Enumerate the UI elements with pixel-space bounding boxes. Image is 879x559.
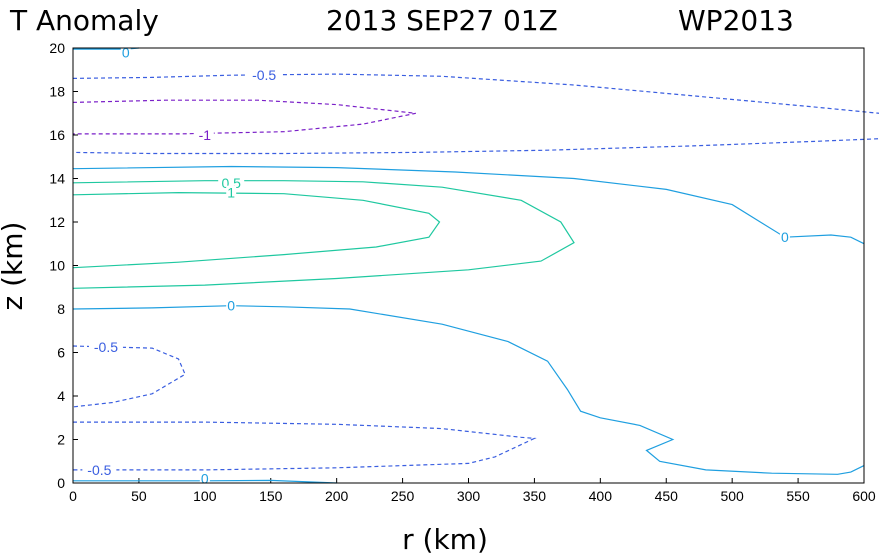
contour-lines	[72, 47, 879, 484]
x-tick-label: 600	[852, 488, 876, 504]
x-tick-label: 300	[457, 488, 481, 504]
contour-line	[72, 305, 865, 475]
y-tick-label: 18	[49, 84, 65, 100]
x-axis-ticks: 0 50 100 150 200 250 300 350 400 450 500 550 600	[69, 478, 876, 504]
contour-label-bg	[226, 185, 237, 200]
x-tick-label: 400	[589, 488, 613, 504]
y-tick-label: 10	[49, 258, 65, 274]
y-tick-label: 20	[49, 40, 65, 56]
x-tick-label: 150	[259, 488, 283, 504]
chart-date: 2013 SEP27 01Z	[326, 4, 558, 37]
contour-label-bg	[218, 175, 245, 190]
contour-line	[73, 479, 337, 484]
x-tick-label: 250	[391, 488, 415, 504]
contour-label: 0	[201, 471, 209, 487]
chart-storm-id: WP2013	[678, 4, 794, 37]
y-tick-label: 0	[57, 475, 65, 491]
y-tick-label: 12	[49, 214, 65, 230]
y-tick-label: 6	[57, 345, 65, 361]
contour-label: 0	[781, 229, 789, 245]
contour-label-bg	[226, 298, 237, 313]
contour-label-bg	[82, 462, 117, 477]
contour-label-bg	[195, 128, 214, 142]
contour-line	[73, 421, 537, 471]
x-tick-label: 350	[523, 488, 547, 504]
contour-label-bg	[779, 230, 790, 245]
x-tick-label: 0	[69, 488, 77, 504]
contour-line	[72, 73, 879, 155]
contour-line	[72, 191, 441, 269]
y-axis-ticks: 0 2 4 6 8 10 12 14 16 18 20	[49, 40, 78, 491]
contour-label-bg	[199, 471, 210, 486]
y-tick-label: 2	[57, 432, 65, 448]
contour-line	[72, 165, 865, 245]
contour-label: 1	[227, 185, 235, 201]
y-tick-label: 14	[49, 171, 65, 187]
contour-label-bg	[120, 45, 131, 60]
y-tick-label: 16	[49, 127, 65, 143]
x-tick-label: 550	[786, 488, 810, 504]
y-axis-label: z (km)	[0, 222, 29, 311]
x-axis-label: r (km)	[402, 523, 488, 556]
x-tick-label: 500	[720, 488, 744, 504]
y-tick-label: 4	[57, 388, 65, 404]
chart-title: T Anomaly	[9, 4, 159, 37]
x-tick-label: 50	[131, 488, 147, 504]
contour-line	[72, 345, 186, 408]
x-tick-label: 450	[655, 488, 679, 504]
x-tick-label: 200	[325, 488, 349, 504]
y-tick-label: 8	[57, 301, 65, 317]
contour-label-bg	[247, 68, 282, 83]
contour-line	[72, 99, 416, 135]
contour-line	[72, 180, 575, 289]
contour-label: -0.5	[252, 67, 276, 83]
contour-label: -0.5	[87, 462, 111, 478]
contour-label: -1	[199, 127, 212, 143]
contour-label: -0.5	[94, 339, 118, 355]
x-tick-label: 100	[193, 488, 217, 504]
plot-frame	[72, 47, 865, 484]
contour-label: 0	[122, 44, 130, 60]
contour-label-bg	[88, 340, 123, 355]
contour-label: 0	[227, 298, 235, 314]
